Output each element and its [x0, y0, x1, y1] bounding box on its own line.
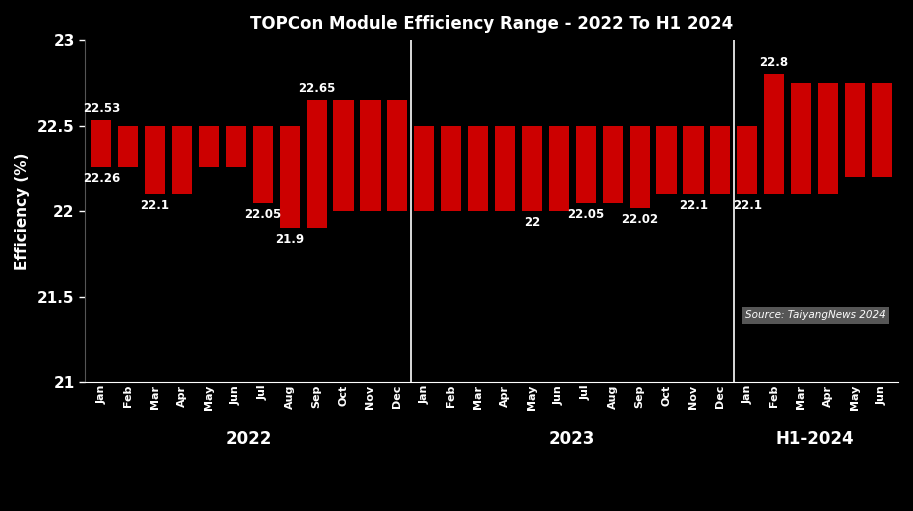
Text: 2022: 2022 — [226, 430, 272, 448]
Title: TOPCon Module Efficiency Range - 2022 To H1 2024: TOPCon Module Efficiency Range - 2022 To… — [250, 15, 733, 33]
Bar — [845, 83, 865, 177]
Bar — [603, 126, 623, 202]
Bar — [279, 126, 299, 228]
Bar — [387, 100, 407, 211]
Bar — [172, 126, 192, 194]
Bar — [683, 126, 704, 194]
Bar — [226, 126, 246, 167]
Bar — [118, 126, 138, 167]
Bar — [764, 74, 784, 194]
Bar — [468, 126, 488, 211]
Text: 22.53: 22.53 — [83, 102, 120, 115]
Text: 21.9: 21.9 — [275, 234, 304, 246]
Text: Source: TaiyangNews 2024: Source: TaiyangNews 2024 — [745, 311, 886, 320]
Bar — [495, 126, 515, 211]
Text: 22.05: 22.05 — [567, 207, 604, 221]
Text: 2023: 2023 — [549, 430, 595, 448]
Bar — [791, 83, 811, 194]
Bar — [415, 126, 435, 211]
Bar — [307, 100, 327, 228]
Bar — [361, 100, 381, 211]
Text: 22: 22 — [524, 216, 540, 229]
Bar — [441, 126, 461, 211]
Text: 22.1: 22.1 — [733, 199, 761, 212]
Bar — [199, 126, 219, 167]
Bar — [629, 126, 650, 207]
Text: H1-2024: H1-2024 — [775, 430, 854, 448]
Bar — [333, 100, 353, 211]
Bar — [145, 126, 165, 194]
Text: 22.65: 22.65 — [298, 82, 335, 95]
Bar — [656, 126, 677, 194]
Bar — [710, 126, 730, 194]
Text: 22.05: 22.05 — [244, 207, 281, 221]
Bar — [872, 83, 892, 177]
Text: 22.8: 22.8 — [760, 56, 789, 69]
Bar — [549, 126, 569, 211]
Y-axis label: Efficiency (%): Efficiency (%) — [15, 152, 30, 270]
Text: 22.1: 22.1 — [679, 199, 708, 212]
Bar — [522, 126, 542, 211]
Bar — [91, 121, 111, 167]
Bar — [818, 83, 838, 194]
Text: 22.02: 22.02 — [621, 213, 658, 226]
Bar — [253, 126, 273, 202]
Text: 22.26: 22.26 — [83, 172, 120, 185]
Text: 22.1: 22.1 — [141, 199, 170, 212]
Bar — [576, 126, 596, 202]
Bar — [737, 126, 758, 194]
